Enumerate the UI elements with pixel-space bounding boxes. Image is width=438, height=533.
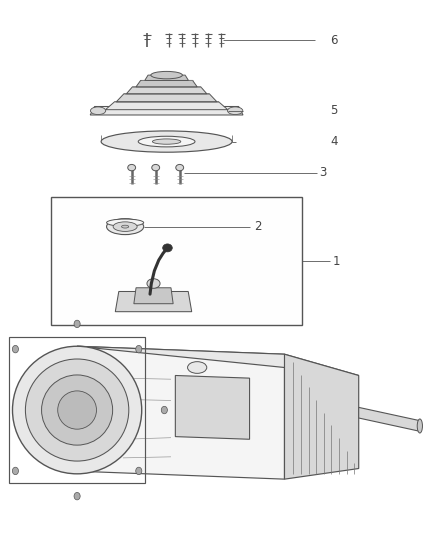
Ellipse shape	[176, 165, 184, 171]
Ellipse shape	[151, 71, 182, 79]
Ellipse shape	[25, 359, 129, 461]
Ellipse shape	[101, 131, 232, 152]
Text: 3: 3	[319, 166, 327, 180]
Text: 5: 5	[330, 104, 338, 117]
Ellipse shape	[74, 320, 80, 328]
Ellipse shape	[128, 165, 136, 171]
Polygon shape	[175, 375, 250, 439]
Ellipse shape	[162, 244, 172, 252]
Ellipse shape	[187, 362, 207, 373]
Polygon shape	[136, 80, 197, 87]
Ellipse shape	[42, 375, 113, 445]
Polygon shape	[77, 346, 359, 375]
Ellipse shape	[227, 107, 243, 115]
Ellipse shape	[136, 345, 142, 353]
Text: 1: 1	[332, 255, 340, 268]
Text: 6: 6	[330, 34, 338, 46]
Polygon shape	[145, 75, 188, 80]
Ellipse shape	[147, 279, 160, 288]
Ellipse shape	[138, 136, 195, 147]
Ellipse shape	[74, 492, 80, 500]
Ellipse shape	[417, 419, 423, 433]
Ellipse shape	[106, 219, 144, 235]
Polygon shape	[134, 288, 173, 304]
Polygon shape	[359, 407, 420, 431]
Ellipse shape	[152, 139, 181, 144]
Text: 2: 2	[254, 220, 261, 233]
Ellipse shape	[90, 107, 106, 115]
Ellipse shape	[121, 225, 129, 228]
Text: 4: 4	[330, 135, 338, 148]
Ellipse shape	[12, 345, 18, 353]
Ellipse shape	[161, 406, 167, 414]
Polygon shape	[90, 107, 243, 115]
Ellipse shape	[106, 219, 144, 226]
Ellipse shape	[152, 165, 159, 171]
Ellipse shape	[12, 467, 18, 475]
Ellipse shape	[113, 222, 137, 231]
Polygon shape	[77, 346, 285, 479]
Ellipse shape	[12, 346, 142, 474]
Ellipse shape	[136, 467, 142, 475]
Polygon shape	[117, 94, 217, 102]
Polygon shape	[127, 87, 207, 94]
Bar	[51, 197, 302, 325]
Polygon shape	[106, 102, 228, 110]
Polygon shape	[115, 292, 192, 312]
Ellipse shape	[58, 391, 96, 429]
Polygon shape	[285, 354, 359, 479]
